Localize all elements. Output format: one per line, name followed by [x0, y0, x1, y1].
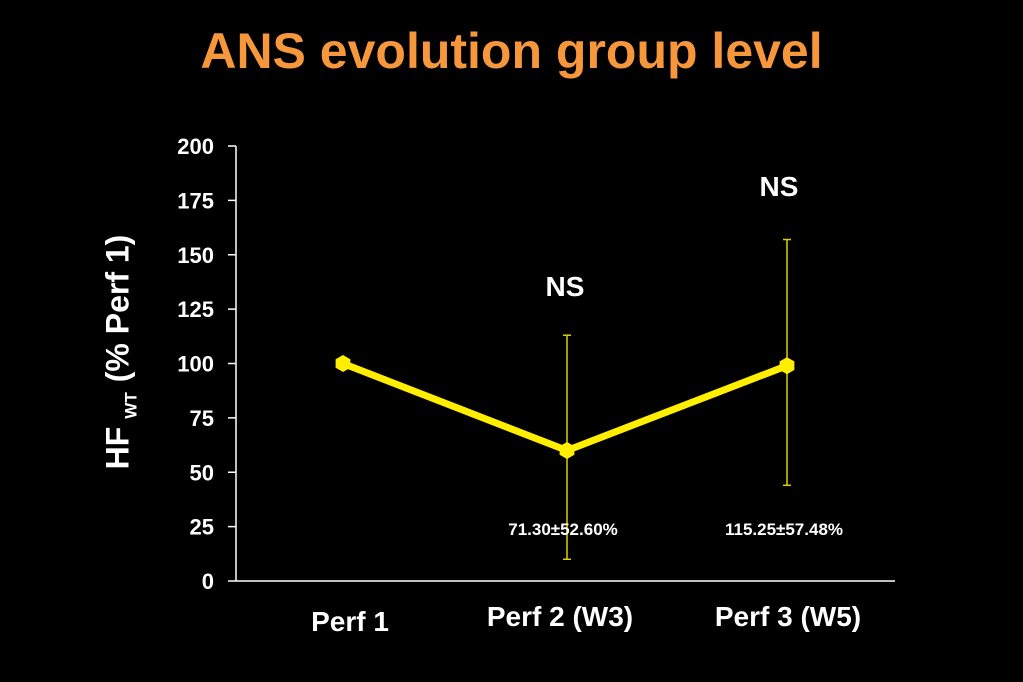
data-point — [335, 355, 351, 372]
y-tick-label: 50 — [190, 460, 214, 485]
series-line — [341, 360, 789, 454]
error-bars — [563, 238, 791, 560]
y-tick-label: 0 — [202, 569, 214, 594]
y-tick-label: 75 — [190, 406, 214, 431]
y-tick-label: 200 — [177, 134, 214, 159]
y-tick-label: 150 — [177, 243, 214, 268]
annotations: NS NS 71.30±52.60% 115.25±57.48% — [508, 171, 843, 539]
significance-label: NS — [760, 171, 799, 202]
y-tick-label: 125 — [177, 297, 214, 322]
x-tick-label: Perf 1 — [311, 606, 389, 637]
x-tick-label: Perf 2 (W3) — [487, 601, 633, 632]
category-labels: Perf 1 Perf 2 (W3) Perf 3 (W5) — [311, 601, 861, 637]
data-points — [335, 355, 795, 459]
value-label: 115.25±57.48% — [725, 520, 843, 539]
significance-label: NS — [546, 271, 585, 302]
chart-title: ANS evolution group level — [200, 23, 823, 79]
x-tick-label: Perf 3 (W5) — [715, 601, 861, 632]
value-label: 71.30±52.60% — [508, 520, 618, 539]
y-ticks: 0 25 50 75 100 125 150 175 200 — [177, 134, 236, 594]
y-tick-label: 25 — [190, 515, 214, 540]
data-point — [779, 357, 795, 375]
data-point — [559, 442, 575, 459]
y-tick-label: 175 — [177, 188, 214, 213]
y-tick-label: 100 — [177, 352, 214, 377]
